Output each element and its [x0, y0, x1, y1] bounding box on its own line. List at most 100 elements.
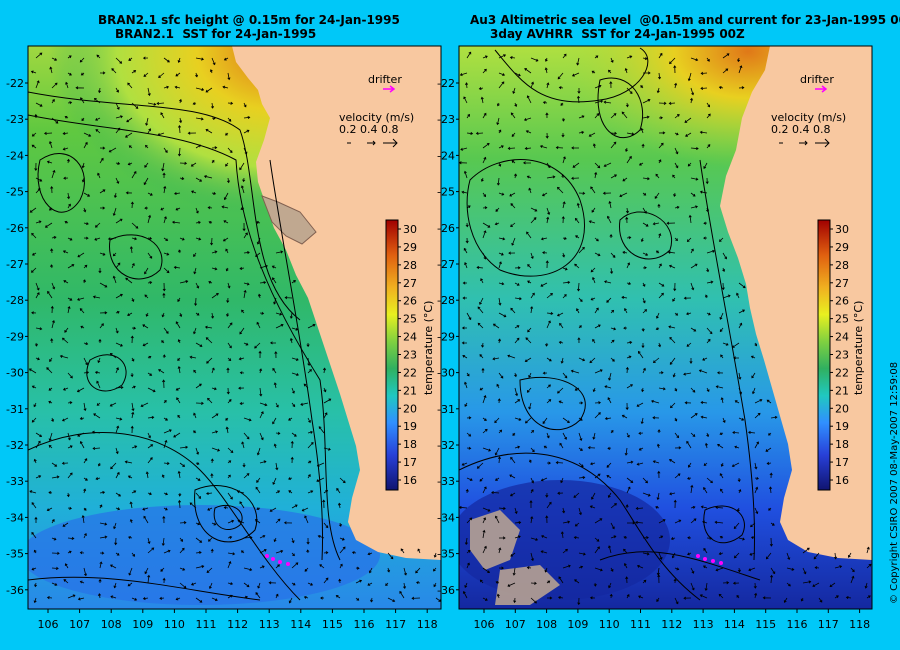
colorbar-label-right: temperature (°C) [852, 301, 865, 395]
velocity-arrow [765, 552, 772, 560]
velocity-arrow [687, 536, 692, 540]
velocity-arrow [177, 357, 181, 361]
velocity-arrow [195, 237, 202, 241]
velocity-arrow [514, 325, 520, 329]
right-lon-label-108: 108 [536, 618, 557, 631]
velocity-arrow [147, 415, 155, 419]
velocity-arrow [706, 113, 711, 119]
velocity-arrow [544, 67, 548, 74]
velocity-arrow [624, 67, 628, 74]
right-lat-label-m28: -28 [437, 294, 455, 307]
velocity-arrow [144, 267, 149, 275]
velocity-arrow [638, 162, 644, 166]
velocity-arrow [706, 327, 713, 335]
right-lat-label-m32: -32 [437, 439, 455, 452]
left-cb-label-16: 16 [403, 474, 417, 487]
velocity-arrow [674, 82, 678, 89]
velocity-arrow [690, 263, 698, 269]
velocity-arrow [64, 327, 69, 333]
velocity-arrow [131, 102, 139, 109]
velocity-arrow [466, 372, 470, 377]
velocity-arrow [683, 596, 692, 600]
velocity-arrow [658, 535, 664, 539]
velocity-arrow [195, 383, 202, 389]
velocity-arrow [147, 87, 151, 97]
velocity-arrow [255, 486, 261, 494]
velocity-arrow [496, 117, 500, 126]
velocity-arrow [211, 413, 219, 419]
velocity-arrow [77, 597, 85, 601]
velocity-arrow [83, 264, 88, 269]
velocity-arrow [587, 446, 596, 450]
velocity-arrow [227, 282, 231, 289]
right-lat-label-m34: -34 [437, 511, 455, 524]
velocity-arrow [636, 402, 644, 407]
velocity-arrow [275, 490, 281, 494]
velocity-arrow [561, 216, 565, 224]
velocity-arrow [594, 518, 603, 524]
velocity-arrow [243, 582, 250, 588]
velocity-arrow [254, 342, 261, 349]
right-sea-level-contours [459, 47, 761, 601]
velocity-arrow [97, 357, 101, 364]
velocity-arrow [433, 567, 437, 572]
velocity-arrow [83, 132, 92, 137]
velocity-arrow [67, 72, 72, 76]
left-cb-label-27: 27 [403, 277, 417, 290]
velocity-arrow [658, 52, 663, 59]
velocity-arrow [51, 117, 59, 124]
velocity-arrow [594, 546, 600, 554]
velocity-arrow [768, 432, 772, 436]
velocity-arrow [738, 322, 743, 329]
velocity-arrow [578, 246, 585, 254]
velocity-arrow [642, 98, 651, 104]
velocity-arrow [703, 236, 708, 240]
velocity-arrow [33, 458, 37, 464]
velocity-arrow [130, 201, 134, 209]
velocity-arrow [577, 88, 581, 94]
velocity-arrow [269, 341, 277, 345]
velocity-arrow [307, 441, 314, 449]
velocity-arrow [338, 578, 342, 584]
velocity-arrow [300, 402, 309, 406]
velocity-arrow [626, 236, 632, 240]
velocity-arrow [547, 596, 553, 600]
velocity-arrow [610, 131, 617, 135]
velocity-arrow [642, 266, 647, 270]
velocity-arrow [67, 101, 73, 105]
velocity-arrow [307, 460, 312, 464]
velocity-arrow [99, 522, 108, 526]
velocity-arrow [673, 65, 677, 74]
velocity-arrow [49, 357, 53, 362]
right-lon-label-110: 110 [599, 618, 620, 631]
velocity-arrow [530, 488, 534, 494]
velocity-arrow [291, 552, 295, 557]
velocity-arrow [738, 417, 745, 421]
velocity-arrow [147, 547, 155, 554]
velocity-arrow [594, 252, 601, 257]
velocity-arrow [642, 367, 646, 374]
velocity-arrow [706, 102, 710, 108]
left-cb-label-22: 22 [403, 366, 417, 379]
velocity-arrow [207, 537, 213, 542]
velocity-arrow [482, 222, 491, 228]
velocity-arrow [497, 456, 502, 464]
velocity-arrow [189, 355, 197, 359]
velocity-arrow [240, 185, 245, 194]
velocity-arrow [65, 81, 69, 89]
velocity-arrow [610, 535, 617, 539]
velocity-arrow [562, 53, 567, 59]
velocity-arrow [463, 96, 468, 104]
velocity-arrow [578, 475, 586, 480]
velocity-arrow [115, 327, 119, 334]
velocity-arrow [48, 491, 53, 495]
right-lat-label-m27: -27 [437, 258, 455, 271]
velocity-arrow [603, 100, 612, 104]
velocity-arrow [227, 582, 234, 586]
velocity-arrow [179, 445, 189, 449]
velocity-arrow [459, 505, 468, 510]
velocity-scale-left: 0.2 0.4 0.8 [339, 123, 398, 136]
velocity-arrow [67, 237, 73, 241]
velocity-arrow [561, 133, 565, 138]
velocity-arrow [573, 492, 580, 498]
